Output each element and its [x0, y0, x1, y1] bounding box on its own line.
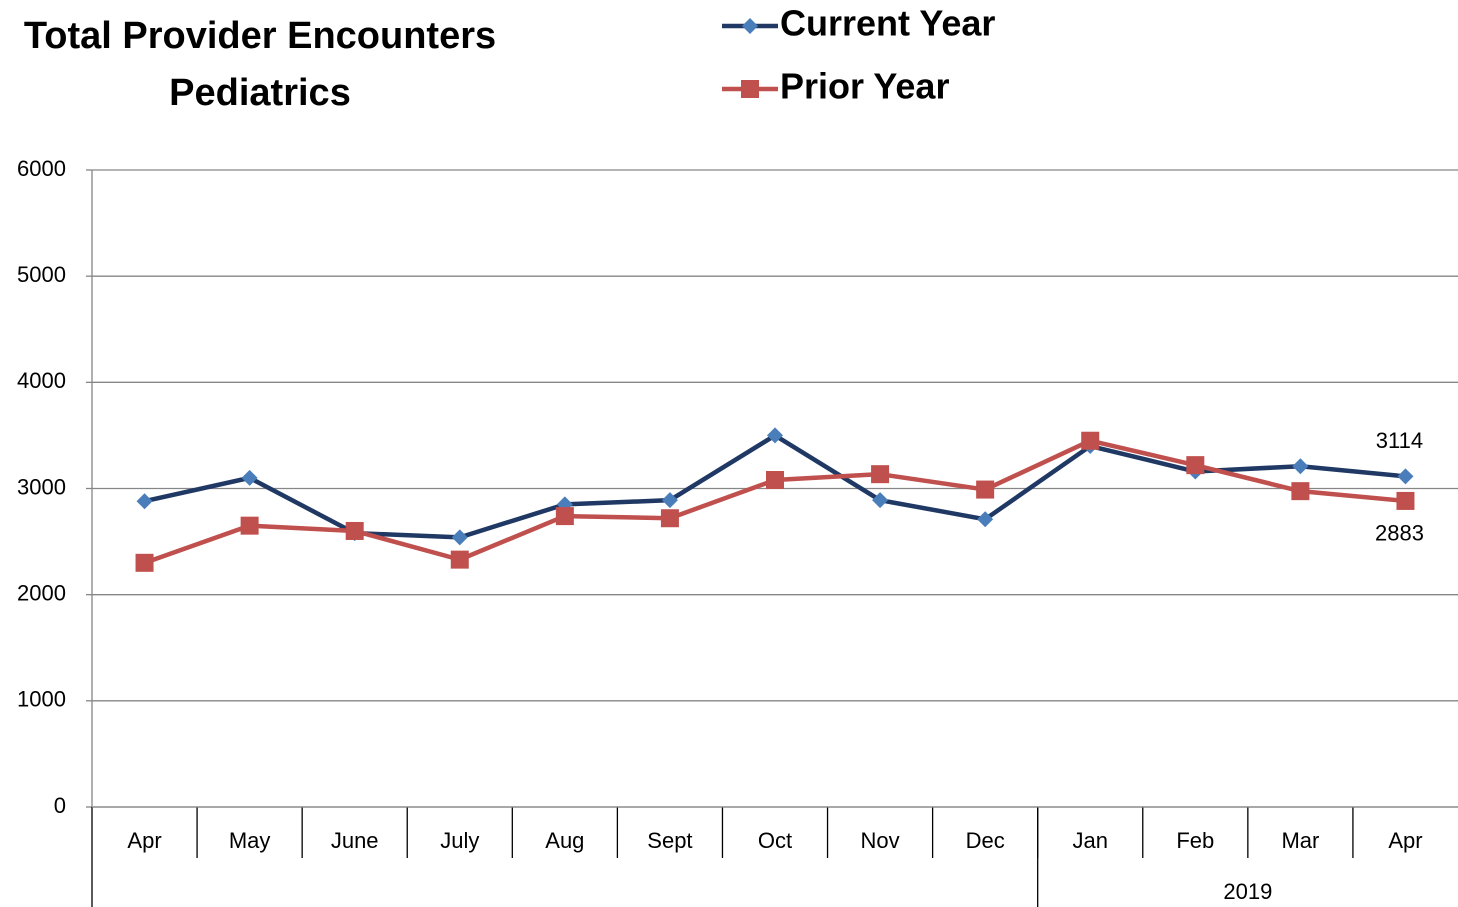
x-tick-label: Apr: [127, 828, 161, 853]
y-tick-label: 2000: [17, 580, 66, 605]
data-point: [872, 492, 889, 509]
data-point: [555, 507, 574, 526]
x-tick-label: May: [229, 828, 271, 853]
legend-label: Current Year: [780, 3, 995, 44]
data-point: [1291, 482, 1310, 501]
chart-subtitle: Pediatrics: [169, 72, 351, 114]
x-tick-label: Dec: [966, 828, 1005, 853]
data-point: [451, 529, 468, 546]
data-point: [976, 480, 995, 499]
legend-marker: [741, 80, 759, 98]
y-tick-label: 6000: [17, 156, 66, 181]
x-tick-label: July: [440, 828, 479, 853]
legend-label: Prior Year: [780, 66, 949, 107]
legend-marker: [742, 18, 758, 34]
data-point: [660, 509, 679, 528]
x-tick-label: June: [331, 828, 379, 853]
data-point: [1081, 431, 1100, 450]
data-point: [661, 492, 678, 509]
data-point: [1292, 458, 1309, 475]
x-tick-label: Mar: [1281, 828, 1319, 853]
data-point: [1396, 491, 1415, 510]
data-point: [136, 493, 153, 510]
x-tick-label: Apr: [1388, 828, 1422, 853]
y-tick-label: 5000: [17, 262, 66, 287]
data-point: [1397, 468, 1414, 485]
x-tick-label: Feb: [1176, 828, 1214, 853]
y-tick-label: 3000: [17, 474, 66, 499]
data-point: [241, 469, 258, 486]
data-point: [240, 516, 259, 535]
x-tick-label: Nov: [861, 828, 900, 853]
data-point: [766, 471, 784, 490]
group-label: 2019: [1223, 879, 1272, 904]
x-tick-label: Oct: [758, 828, 792, 853]
x-tick-label: Jan: [1072, 828, 1107, 853]
data-point: [450, 550, 469, 569]
data-point: [135, 553, 154, 572]
series-line: [143, 438, 1406, 565]
y-tick-label: 1000: [17, 687, 66, 712]
x-tick-label: Sept: [647, 828, 692, 853]
data-point: [345, 521, 364, 540]
data-point: [977, 511, 994, 528]
x-tick-label: Aug: [545, 828, 584, 853]
y-tick-label: 0: [54, 793, 66, 818]
y-tick-label: 4000: [17, 368, 66, 393]
data-label: 2883: [1375, 521, 1424, 546]
data-point: [871, 465, 890, 484]
data-point: [767, 427, 783, 444]
data-point: [1186, 456, 1205, 475]
data-label: 3114: [1376, 428, 1423, 453]
chart-title: Total Provider Encounters: [24, 15, 496, 57]
